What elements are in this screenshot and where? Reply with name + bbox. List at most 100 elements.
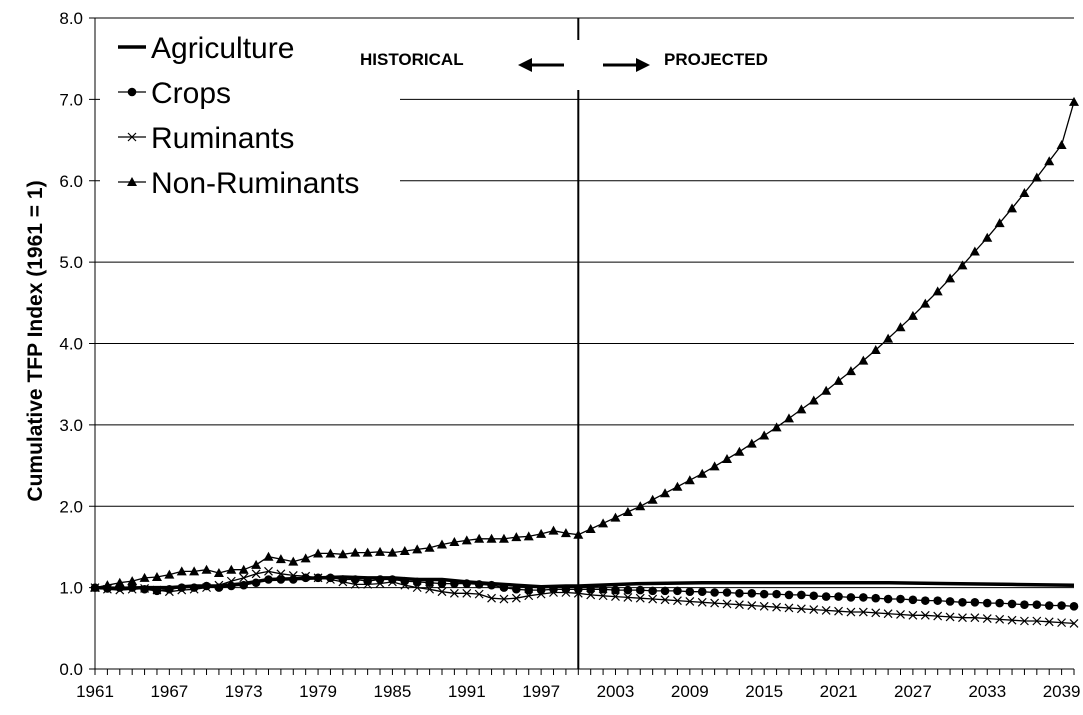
crops-point <box>920 596 930 605</box>
ruminants-point <box>338 577 348 587</box>
crops-point <box>697 587 707 596</box>
ruminants-point <box>995 614 1005 624</box>
crops-point <box>945 597 955 606</box>
non-ruminants-point <box>300 553 311 563</box>
series-layer <box>90 96 1079 628</box>
ruminants-point <box>871 608 881 618</box>
ruminants-point <box>511 593 521 603</box>
crops-point <box>995 598 1004 608</box>
crops-point <box>301 573 310 583</box>
ruminants-point <box>499 594 509 604</box>
ruminants-point <box>635 593 645 603</box>
non-ruminants-point <box>821 385 832 395</box>
ruminants-point <box>487 593 496 603</box>
ruminants-point <box>958 613 967 623</box>
right-arrowhead-icon <box>636 58 650 72</box>
crops-point <box>722 588 732 597</box>
ruminants-point <box>747 601 757 610</box>
non-ruminants-point <box>709 461 720 471</box>
crops-point <box>982 598 992 608</box>
left-arrowhead-icon <box>518 58 532 72</box>
ruminants-point <box>115 585 125 595</box>
y-tick-label: 6.0 <box>59 172 83 191</box>
ruminants-point <box>697 597 707 607</box>
ruminants-point <box>809 605 819 615</box>
non-ruminants-point <box>845 366 856 376</box>
ruminants-point <box>586 590 596 600</box>
ruminants-point <box>202 583 211 593</box>
ruminants-point <box>933 611 943 621</box>
y-tick-label: 1.0 <box>59 579 83 598</box>
ruminants-point <box>313 573 323 583</box>
non-ruminants-point <box>399 546 410 556</box>
non-ruminants-point <box>1019 187 1030 197</box>
x-tick-label: 2015 <box>745 682 783 701</box>
ruminants-point <box>1069 619 1079 628</box>
non-ruminants-point <box>560 528 571 538</box>
ruminants-point <box>970 613 980 623</box>
non-ruminants-point <box>1056 139 1067 149</box>
ruminants-point <box>796 604 806 614</box>
legend-label: Non-Ruminants <box>151 167 359 200</box>
crops-point <box>288 575 298 584</box>
ruminants-point <box>1020 616 1029 626</box>
crops-point <box>859 593 868 602</box>
crops-point <box>908 595 918 605</box>
non-ruminants-point <box>945 273 956 283</box>
crops-point <box>239 580 249 590</box>
ruminants-point <box>387 577 397 587</box>
x-tick-label: 2021 <box>820 682 858 701</box>
ruminants-point <box>127 584 137 594</box>
crops-point <box>772 589 781 599</box>
annotations: HISTORICAL PROJECTED <box>350 40 768 90</box>
x-axis-ticks: 1961 1967 1973 1979 1985 1991 1997 2003 2009 2015… <box>76 669 1081 701</box>
non-ruminants-point <box>883 333 894 343</box>
non-ruminants-point <box>523 531 534 541</box>
crops-point <box>834 592 843 601</box>
x-tick-label: 1991 <box>448 682 486 701</box>
ruminants-point <box>549 588 558 597</box>
ruminants-point <box>722 599 732 609</box>
y-tick-label: 3.0 <box>59 416 83 435</box>
ruminants-point <box>462 588 472 598</box>
non-ruminants-point <box>325 548 336 558</box>
ruminants-point <box>598 591 608 601</box>
x-tick-label: 2033 <box>968 682 1006 701</box>
non-ruminants-point <box>461 535 472 545</box>
projected-label: PROJECTED <box>664 50 768 69</box>
non-ruminants-point <box>151 572 162 582</box>
non-ruminants-point <box>251 559 262 569</box>
crops-point <box>1020 600 1029 610</box>
ruminants-point <box>685 597 695 606</box>
non-ruminants-point <box>201 564 212 574</box>
non-ruminants-point <box>957 260 968 270</box>
non-ruminants-point <box>697 468 708 478</box>
non-ruminants-point <box>436 539 447 549</box>
crops-point <box>660 586 670 596</box>
crops-point <box>499 583 509 592</box>
non-ruminants-point <box>585 524 596 534</box>
crops-point <box>1057 601 1066 610</box>
historical-label: HISTORICAL <box>360 50 464 69</box>
x-tick-label: 2009 <box>671 682 709 701</box>
ruminants-point <box>152 585 162 595</box>
crops-point <box>450 579 459 588</box>
crops-point <box>871 593 881 603</box>
non-ruminants-point <box>858 355 869 365</box>
non-ruminants-point <box>833 375 844 385</box>
crops-point <box>759 589 769 599</box>
ruminants-point <box>896 610 905 619</box>
ruminants-point <box>226 576 236 586</box>
crops-point <box>809 591 819 601</box>
non-ruminants-point <box>1069 96 1079 106</box>
crops-point <box>598 584 608 594</box>
non-ruminants-point <box>1044 156 1055 166</box>
crops-point <box>710 588 719 597</box>
non-ruminants-point <box>684 475 695 485</box>
non-ruminants-point <box>734 446 745 456</box>
non-ruminants-point <box>610 512 621 522</box>
crops-point <box>574 584 583 594</box>
series-non-ruminants <box>90 96 1079 592</box>
ruminants-point <box>437 587 447 597</box>
